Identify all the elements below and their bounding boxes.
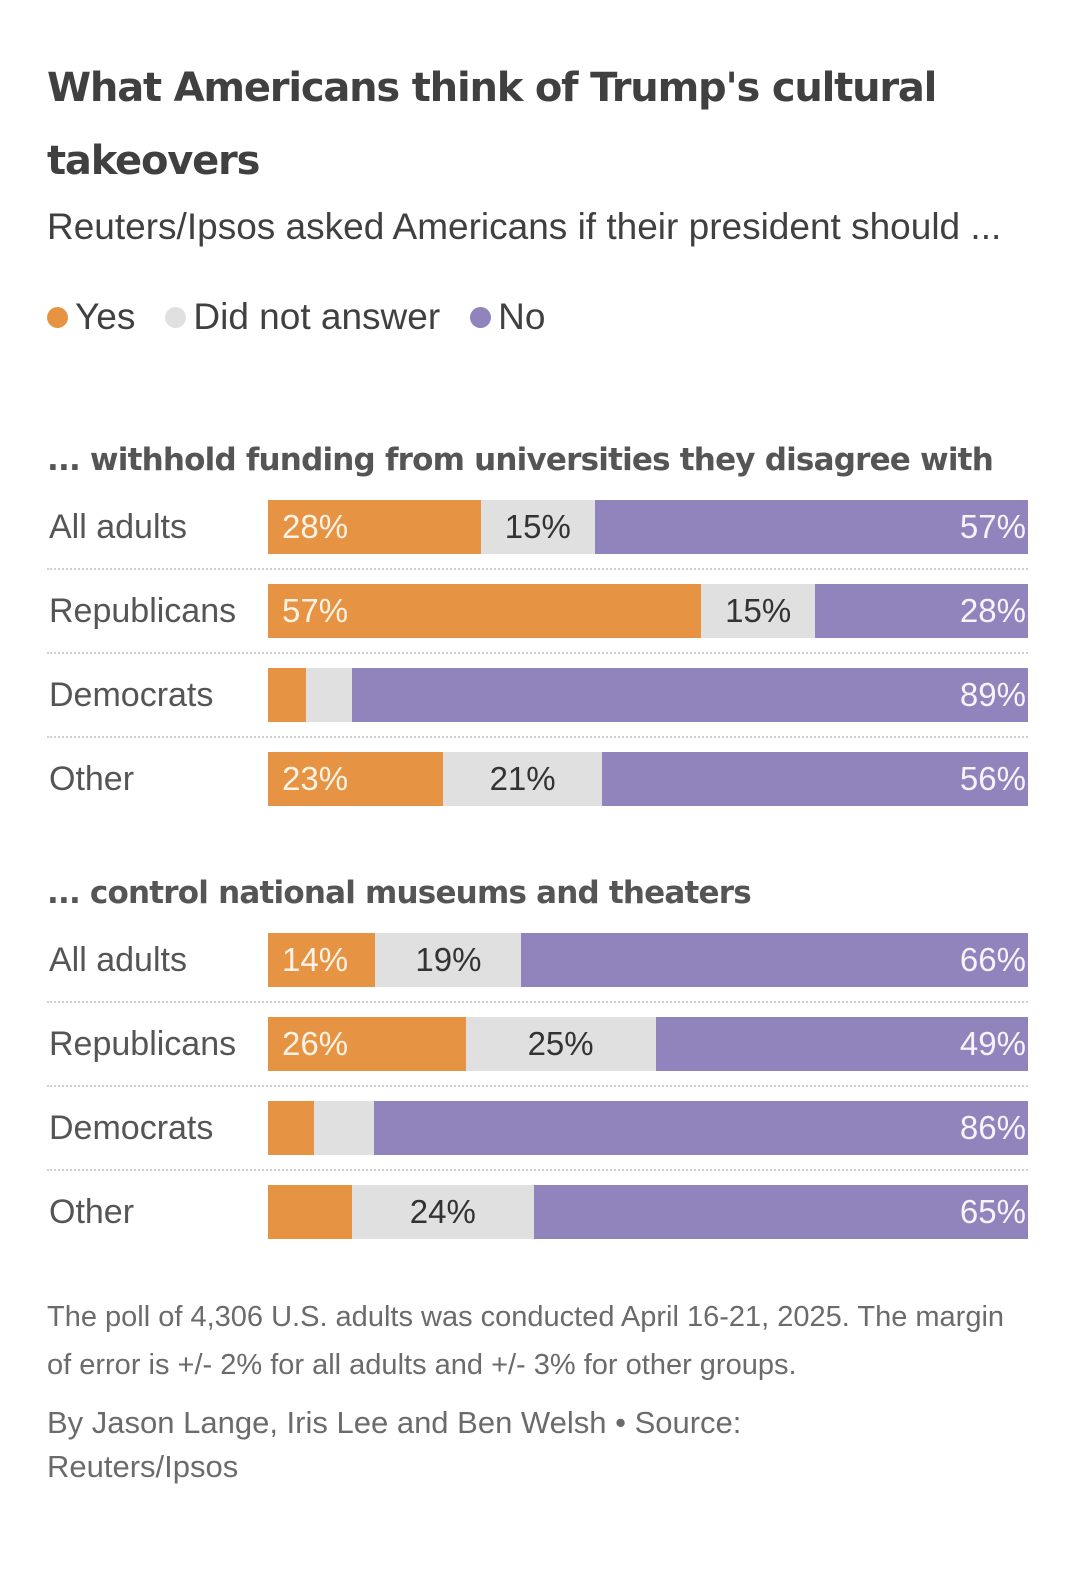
- bar-segment-no: 49%: [655, 1017, 1028, 1071]
- data-label-did-not-answer: 24%: [409, 1193, 476, 1230]
- bar-row: Other 23% 21% 56%: [47, 752, 1032, 836]
- panel-rows: All adults 28% 15% 57% Republicans 57% 15% 28% D…: [47, 500, 1032, 836]
- bar-segment-yes: 23%: [268, 752, 443, 806]
- bar-segment-yes: 26%: [268, 1017, 466, 1071]
- bar-segment-yes: 14%: [268, 933, 376, 987]
- bar-segment-yes: [268, 668, 306, 722]
- legend-dot-yes-icon: [47, 306, 68, 328]
- category-label: All adults: [49, 508, 187, 546]
- bar-segment-did-not-answer: 24%: [351, 1185, 534, 1239]
- category-label: All adults: [49, 941, 187, 979]
- bar-row: Republicans 57% 15% 28%: [47, 584, 1032, 668]
- byline-source: By Jason Lange, Iris Lee and Ben Welsh •…: [47, 1405, 742, 1484]
- bar-segment-did-not-answer: 21%: [442, 752, 603, 806]
- category-label: Democrats: [49, 676, 214, 714]
- row-divider: [47, 1169, 1028, 1171]
- legend-label-did-not-answer: Did not answer: [193, 296, 441, 337]
- bar-segment-yes: 57%: [268, 584, 702, 638]
- bar-row: All adults 28% 15% 57%: [47, 500, 1032, 584]
- bar-segment-yes: 28%: [268, 500, 481, 554]
- bar-segment-did-not-answer: 15%: [701, 584, 816, 638]
- data-label-yes: 26%: [282, 1025, 349, 1062]
- bar-segment-no: 28%: [815, 584, 1028, 638]
- legend: Yes Did not answer No: [47, 292, 1032, 342]
- category-label: Other: [49, 1193, 135, 1231]
- legend-dot-did-not-answer-icon: [165, 306, 187, 328]
- data-label-yes: 28%: [282, 508, 349, 545]
- category-label: Republicans: [49, 592, 237, 630]
- bar-segment-no: 57%: [594, 500, 1028, 554]
- row-divider: [47, 1001, 1028, 1003]
- bar-row: Republicans 26% 25% 49%: [47, 1017, 1032, 1101]
- category-label: Other: [49, 760, 135, 798]
- data-label-yes: 23%: [282, 760, 349, 797]
- row-divider: [47, 736, 1028, 738]
- legend-item-no: No: [470, 296, 545, 338]
- data-label-no: 57%: [959, 508, 1026, 545]
- data-label-no: 86%: [959, 1109, 1026, 1146]
- legend-dot-no-icon: [470, 306, 492, 328]
- category-label: Republicans: [49, 1025, 237, 1063]
- panel-rows: All adults 14% 19% 66% Republicans 26% 25% 49% D…: [47, 933, 1032, 1269]
- chart-footer: The poll of 4,306 U.S. adults was conduc…: [47, 1293, 1032, 1489]
- bar-segment-did-not-answer: [306, 668, 352, 722]
- stacked-bar: 89%: [268, 668, 1028, 722]
- bar-segment-yes: [268, 1101, 314, 1155]
- bar-segment-no: 89%: [351, 668, 1028, 722]
- panel-control-museums: ... control national museums and theater…: [47, 873, 1032, 1269]
- legend-label-yes: Yes: [75, 296, 136, 337]
- category-label: Democrats: [49, 1109, 214, 1147]
- data-label-yes: 57%: [282, 592, 349, 629]
- bar-row: Democrats 89%: [47, 668, 1032, 752]
- panel-withhold-funding: ... withhold funding from universities t…: [47, 440, 1032, 836]
- data-label-did-not-answer: 15%: [725, 592, 792, 629]
- data-label-no: 65%: [959, 1193, 1026, 1230]
- data-label-no: 56%: [959, 760, 1026, 797]
- bar-segment-no: 66%: [521, 933, 1028, 987]
- chart-title: What Americans think of Trump's cultural…: [47, 65, 937, 184]
- data-label-did-not-answer: 19%: [415, 941, 482, 978]
- panel-title: ... withhold funding from universities t…: [47, 442, 994, 478]
- row-divider: [47, 568, 1028, 570]
- data-label-no: 66%: [959, 941, 1026, 978]
- data-label-no: 89%: [959, 676, 1026, 713]
- legend-label-no: No: [498, 296, 546, 337]
- bar-segment-did-not-answer: 19%: [375, 933, 522, 987]
- bar-segment-no: 86%: [374, 1101, 1028, 1155]
- panel-title: ... control national museums and theater…: [47, 875, 752, 911]
- bar-segment-did-not-answer: 25%: [465, 1017, 656, 1071]
- data-label-yes: 14%: [282, 941, 349, 978]
- data-label-did-not-answer: 25%: [527, 1025, 594, 1062]
- bar-segment-yes: [268, 1185, 352, 1239]
- data-label-no: 28%: [959, 592, 1026, 629]
- bar-segment-did-not-answer: [313, 1101, 375, 1155]
- chart-header: What Americans think of Trump's cultural…: [47, 52, 1032, 342]
- row-divider: [47, 652, 1028, 654]
- stacked-bar: 14% 19% 66%: [268, 933, 1028, 987]
- stacked-bar: 57% 15% 28%: [268, 584, 1028, 638]
- bar-row: Other 24% 65%: [47, 1185, 1032, 1269]
- stacked-bar: 24% 65%: [268, 1185, 1028, 1239]
- stacked-bar: 26% 25% 49%: [268, 1017, 1028, 1071]
- bar-row: Democrats 86%: [47, 1101, 1032, 1185]
- data-label-no: 49%: [959, 1025, 1026, 1062]
- legend-item-did-not-answer: Did not answer: [165, 296, 440, 338]
- methodology-note: The poll of 4,306 U.S. adults was conduc…: [47, 1301, 1005, 1381]
- chart-subtitle: Reuters/Ipsos asked Americans if their p…: [47, 206, 1002, 247]
- stacked-bar: 23% 21% 56%: [268, 752, 1028, 806]
- stacked-bar: 28% 15% 57%: [268, 500, 1028, 554]
- bar-segment-no: 56%: [602, 752, 1028, 806]
- bar-segment-no: 65%: [533, 1185, 1028, 1239]
- stacked-bar: 86%: [268, 1101, 1028, 1155]
- bar-segment-did-not-answer: 15%: [480, 500, 595, 554]
- bar-row: All adults 14% 19% 66%: [47, 933, 1032, 1017]
- row-divider: [47, 1085, 1028, 1087]
- legend-item-yes: Yes: [47, 296, 135, 338]
- data-label-did-not-answer: 21%: [489, 760, 556, 797]
- data-label-did-not-answer: 15%: [504, 508, 571, 545]
